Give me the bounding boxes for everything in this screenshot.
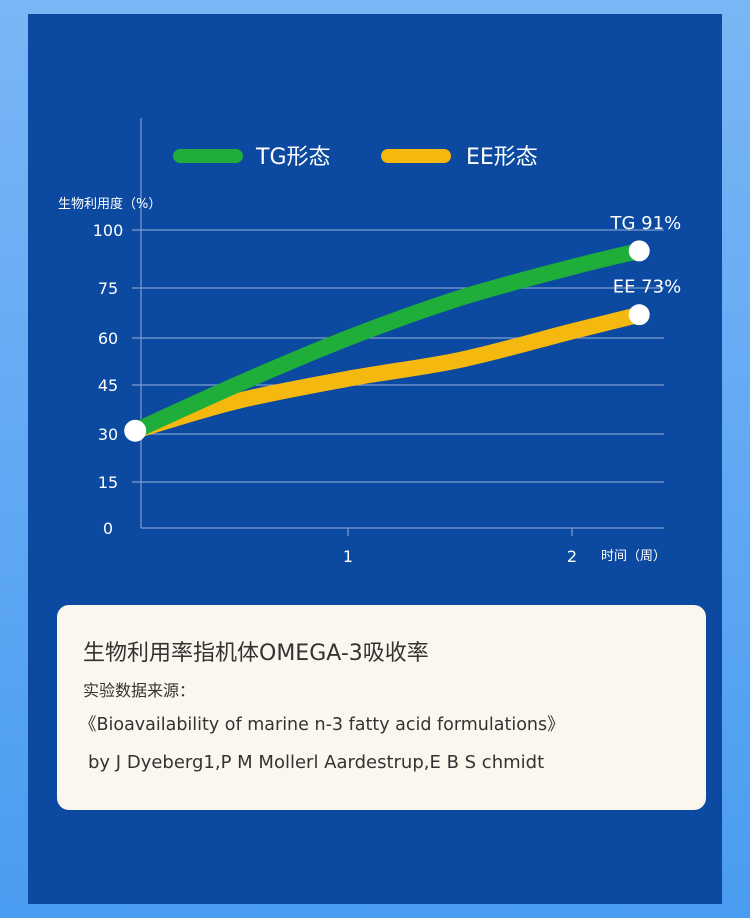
x-tick-label: 2 [567,547,577,566]
source-card: 生物利用率指机体OMEGA-3吸收率 实验数据来源： 《Bioavailabil… [57,605,706,810]
card-subtitle: 实验数据来源： [83,681,196,700]
bioavailability-chart: 100 75 60 45 30 15 0 1 2 生物利用度（%） 时间（周） TG 91% EE 73… [58,118,682,566]
y-tick-label: 75 [98,279,118,298]
y-tick-label: 15 [98,473,118,492]
end-point-marker [628,240,650,262]
y-axis-label: 生物利用度（%） [58,196,161,212]
y-tick-label: 30 [98,425,118,444]
start-point-marker [124,419,147,442]
end-value-label: EE 73% [613,277,681,298]
legend-label: EE形态 [466,145,538,170]
legend-label: TG形态 [255,145,331,170]
y-tick-label: 0 [103,519,113,538]
x-axis-label: 时间（周） [601,549,666,564]
card-reference: 《Bioavailability of marine n-3 fatty aci… [79,715,565,735]
y-tick-label: 60 [98,329,118,348]
card-authors: by J Dyeberg1,P M Mollerl Aardestrup,E B… [88,752,545,773]
series-line-tg [127,242,648,439]
end-point-marker [628,304,650,326]
y-tick-label: 100 [93,221,124,240]
x-tick-label: 1 [343,547,353,566]
series-line-ee [127,306,648,439]
y-tick-label: 45 [98,376,118,395]
card-title: 生物利用率指机体OMEGA-3吸收率 [83,641,429,666]
end-value-label: TG 91% [610,213,682,234]
